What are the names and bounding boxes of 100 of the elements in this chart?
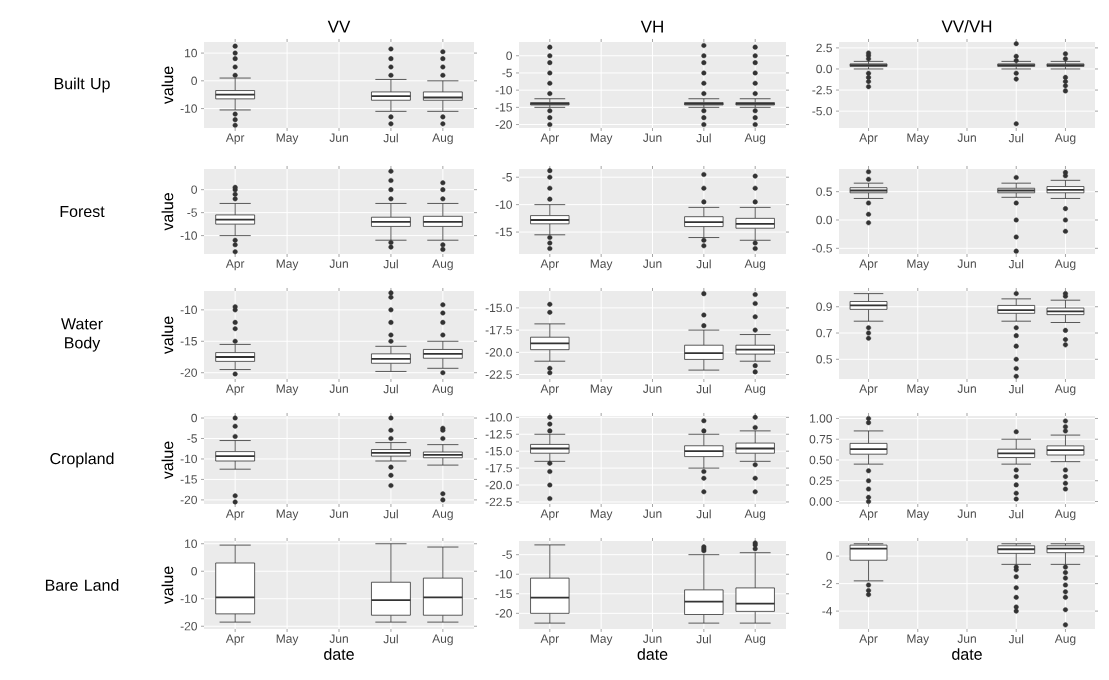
y-tick-label: 0.7 <box>816 328 832 338</box>
x-tick-label: May <box>907 384 930 396</box>
x-tick-label: Aug <box>744 634 766 646</box>
y-axis-title: value <box>161 66 174 105</box>
y-tick-label: -10 <box>180 231 198 240</box>
y-tick-label: -20.0 <box>485 348 513 357</box>
y-tick-label: -22.5 <box>485 497 512 507</box>
x-tick-label: May <box>907 634 930 646</box>
y-tick-label: 0.5 <box>816 187 832 196</box>
x-axis-title: date <box>952 648 982 660</box>
y-tick-label: -2.5 <box>812 85 832 95</box>
x-tick-label: Jul <box>1008 384 1024 394</box>
x-tick-label: Aug <box>744 133 766 145</box>
y-tick-label: -10 <box>495 85 513 95</box>
y-tick-label: 0.0 <box>816 64 833 74</box>
y-tick-label: -2 <box>822 579 832 588</box>
x-tick-label: Apr <box>540 509 559 521</box>
x-tick-label: May <box>590 509 613 521</box>
y-tick-label: -5 <box>502 68 512 78</box>
x-tick-label: Apr <box>859 509 878 521</box>
x-tick-label: May <box>907 259 930 271</box>
x-tick-label: Aug <box>1054 509 1076 521</box>
x-tick-label: Aug <box>1054 133 1076 145</box>
x-tick-label: Apr <box>225 634 245 646</box>
y-tick-label: 0 <box>506 51 513 60</box>
y-tick-label: -20.0 <box>485 480 513 490</box>
x-tick-label: Aug <box>432 509 453 521</box>
x-tick-label: Aug <box>744 509 766 521</box>
y-tick-label: 0 <box>191 566 198 576</box>
y-tick-label: 0.5 <box>816 355 832 364</box>
x-tick-label: Apr <box>225 509 245 521</box>
y-tick-label: -10 <box>495 200 513 209</box>
y-axis-title: value <box>161 316 174 355</box>
y-tick-label: -0.5 <box>812 244 832 253</box>
x-tick-label: Jun <box>957 133 976 142</box>
y-tick-label: 0.50 <box>809 455 832 465</box>
y-tick-label: 0.25 <box>809 476 832 485</box>
x-tick-label: Aug <box>432 259 453 271</box>
y-tick-label: -22.5 <box>485 370 512 379</box>
x-tick-label: Apr <box>225 259 245 271</box>
x-tick-label: Jul <box>383 384 398 394</box>
x-tick-label: Jun <box>957 259 976 268</box>
text: Built Up <box>54 77 110 93</box>
x-tick-label: Jun <box>329 634 348 643</box>
y-tick-label: -15 <box>495 589 512 598</box>
x-tick-label: Jul <box>696 133 711 143</box>
y-tick-label: 0.00 <box>809 497 832 506</box>
text: Forest <box>60 205 105 218</box>
x-tick-label: Jun <box>643 133 662 142</box>
x-tick-label: May <box>907 509 930 521</box>
y-tick-label: 0.9 <box>816 302 832 311</box>
y-tick-label: 0 <box>191 185 198 194</box>
y-tick-label: -5 <box>502 550 512 559</box>
y-tick-label: -17.5 <box>485 463 512 473</box>
x-tick-label: May <box>590 259 613 271</box>
y-axis-title: value <box>161 441 174 480</box>
x-tick-label: Apr <box>540 634 559 646</box>
x-tick-label: Jun <box>329 133 348 142</box>
x-tick-label: Aug <box>1054 384 1076 396</box>
x-tick-label: Aug <box>1054 259 1076 271</box>
y-tick-label: -20 <box>180 621 198 631</box>
x-tick-label: Aug <box>432 384 453 396</box>
x-tick-label: Jun <box>329 509 348 518</box>
x-tick-label: Jul <box>383 634 398 644</box>
x-tick-label: Jun <box>643 384 662 393</box>
y-tick-label: -20 <box>495 120 513 129</box>
y-tick-label: -17.5 <box>485 325 512 335</box>
y-tick-label: -10 <box>180 454 198 464</box>
y-tick-label: 0.75 <box>809 434 832 444</box>
x-tick-label: May <box>276 259 299 271</box>
y-tick-label: -5 <box>502 173 512 182</box>
text: Bare Land <box>45 579 119 591</box>
x-tick-label: Jul <box>696 509 711 519</box>
y-tick-label: 2.5 <box>816 43 832 53</box>
y-tick-label: -10 <box>180 104 198 113</box>
x-tick-label: May <box>590 133 613 145</box>
x-tick-label: Apr <box>225 384 245 396</box>
x-tick-label: May <box>276 509 299 521</box>
chart-title: VV/VH <box>941 19 992 33</box>
y-tick-label: -20 <box>495 609 513 618</box>
y-tick-label: -15 <box>180 337 197 346</box>
x-tick-label: Apr <box>859 384 878 396</box>
chart-title: VV <box>327 20 351 33</box>
x-axis-title: date <box>324 648 354 660</box>
x-tick-label: Jun <box>329 384 348 393</box>
y-tick-label: -10 <box>180 594 198 603</box>
y-tick-label: 1.00 <box>810 414 832 423</box>
y-axis-title: value <box>161 566 174 605</box>
x-tick-label: May <box>276 634 299 646</box>
x-tick-label: Jun <box>643 259 662 268</box>
x-tick-label: Jun <box>643 509 662 518</box>
y-tick-label: 0 <box>826 551 833 561</box>
x-tick-label: Jul <box>1008 259 1024 269</box>
x-tick-label: Jul <box>696 634 711 644</box>
x-tick-label: Jun <box>957 634 976 643</box>
x-tick-label: Jul <box>383 509 398 519</box>
x-tick-label: Jul <box>1008 509 1024 519</box>
x-tick-label: Aug <box>432 133 453 145</box>
chart-title: VH <box>640 20 663 33</box>
y-tick-label: -10 <box>495 569 513 579</box>
